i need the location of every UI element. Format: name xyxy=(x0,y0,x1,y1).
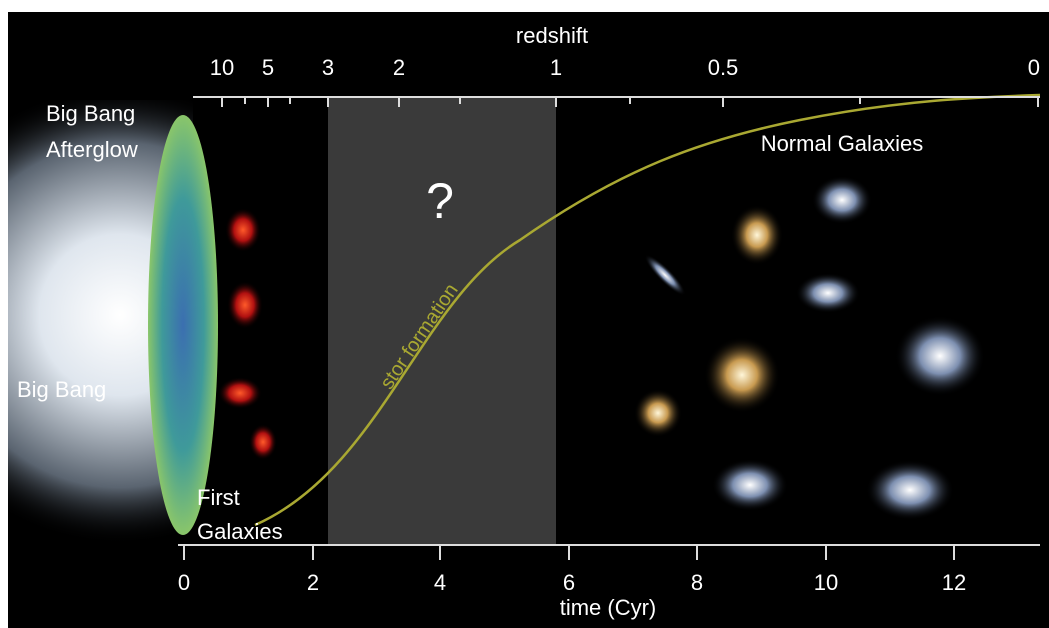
tick-label: 3 xyxy=(322,55,334,80)
diagram: redshift 10 5 3 2 1 0.5 0 time (Cyr) 0 2 4 6 8 10 12… xyxy=(0,0,1049,628)
galaxy xyxy=(812,176,872,224)
tick-label: 6 xyxy=(563,570,575,595)
tick-label: 4 xyxy=(434,570,446,595)
axis-label: time (Cyr) xyxy=(560,595,657,620)
annotation: Afterglow xyxy=(46,137,138,162)
tick-label: 2 xyxy=(393,55,405,80)
galaxy xyxy=(634,389,682,437)
red-galaxy xyxy=(225,208,261,252)
galaxy xyxy=(731,205,783,265)
red-galaxy xyxy=(227,281,263,329)
tick-label: 0.5 xyxy=(708,55,739,80)
annotation: First xyxy=(197,485,240,510)
red-galaxy xyxy=(218,377,262,409)
axis-label: redshift xyxy=(516,23,588,48)
annotation: Big Bang xyxy=(17,377,106,402)
tick-label: 0 xyxy=(1028,55,1040,80)
annotation: Normal Galaxies xyxy=(761,131,924,156)
galaxy xyxy=(704,337,780,413)
red-galaxy xyxy=(249,424,277,460)
question-mark: ? xyxy=(426,173,454,229)
page: redshift 10 5 3 2 1 0.5 0 time (Cyr) 0 2 4 6 8 10 12… xyxy=(0,0,1049,628)
tick-label: 12 xyxy=(942,570,966,595)
tick-label: 10 xyxy=(814,570,838,595)
galaxy xyxy=(712,459,788,511)
galaxy xyxy=(866,460,954,520)
tick-label: 5 xyxy=(262,55,274,80)
tick-label: 8 xyxy=(691,570,703,595)
annotation: Galaxies xyxy=(197,519,283,544)
tick-label: 0 xyxy=(178,570,190,595)
galaxy xyxy=(895,316,985,396)
tick-label: 10 xyxy=(210,55,234,80)
tick-label: 2 xyxy=(307,570,319,595)
cmb-disk xyxy=(148,115,218,535)
annotation: Big Bang xyxy=(46,101,135,126)
galaxy xyxy=(796,273,860,313)
tick-label: 1 xyxy=(550,55,562,80)
